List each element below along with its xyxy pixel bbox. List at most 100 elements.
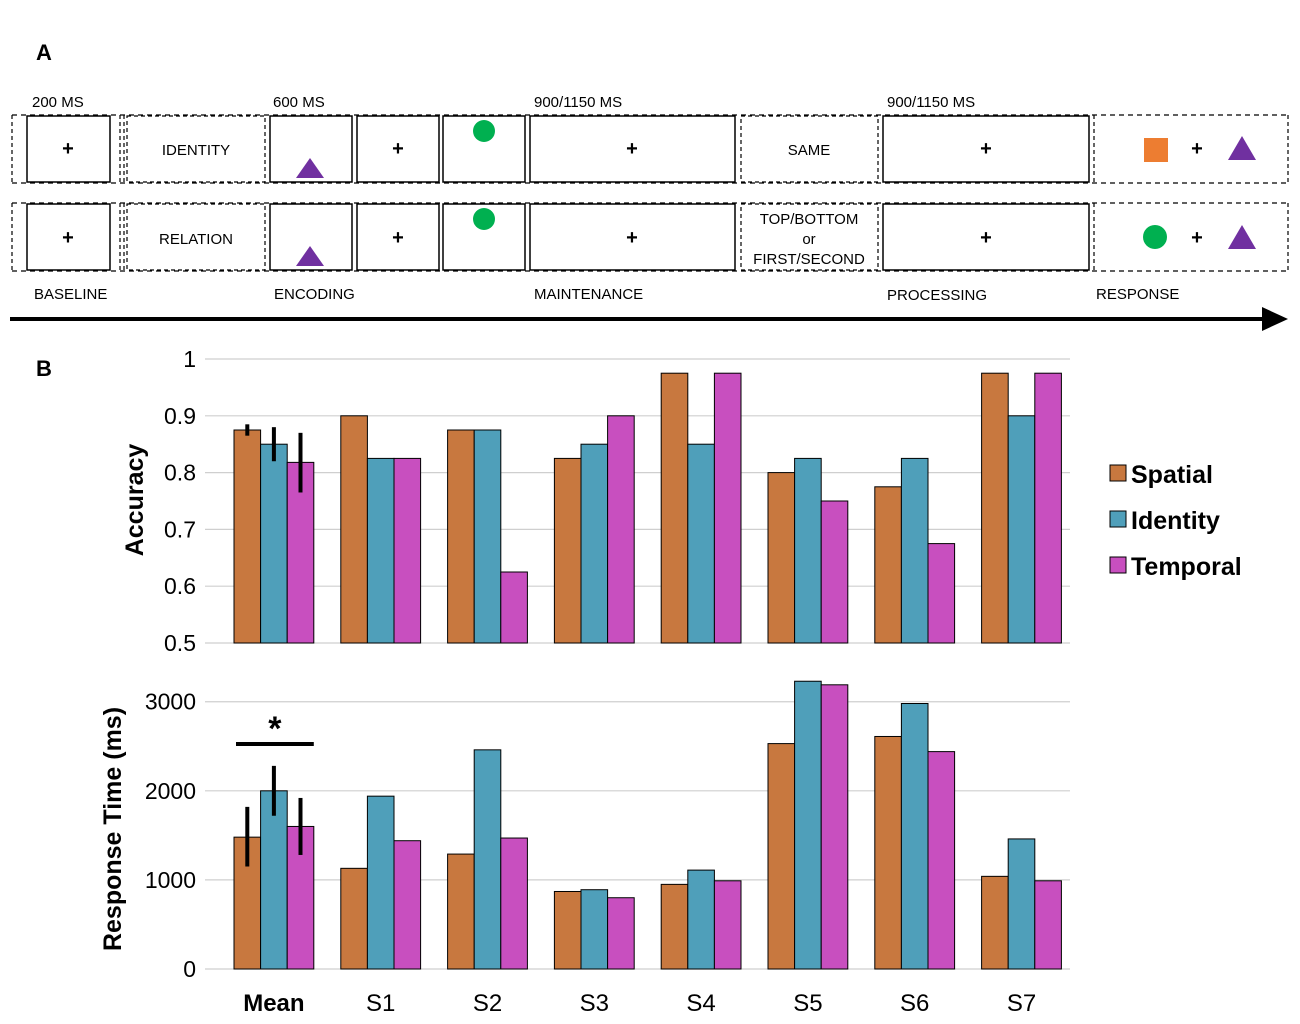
phase-label-encoding: ENCODING	[274, 286, 355, 303]
bar-identity-s2	[473, 749, 502, 970]
bar-identity-s3	[580, 443, 609, 644]
bar-spatial-s1	[340, 867, 368, 970]
legend-swatch-identity	[1109, 510, 1127, 528]
x-category-label: S3	[580, 990, 609, 1017]
trial-row-identity: + IDENTITY + + SAME + +	[26, 115, 1256, 183]
response-time-axis-title: Response Time (ms)	[99, 707, 127, 951]
cue-text-identity: IDENTITY	[162, 142, 230, 159]
fixation-cross: +	[1191, 227, 1203, 249]
fixation-cross: +	[392, 138, 404, 160]
maintenance-frame	[529, 203, 736, 271]
bar-spatial-s5	[767, 472, 796, 644]
bar-identity-s3	[580, 889, 609, 970]
bar-temporal-s1	[393, 840, 422, 970]
bar-spatial-s4	[660, 372, 689, 644]
bar-spatial-s1	[340, 415, 368, 644]
bar-spatial-s7	[981, 875, 1009, 970]
x-category-label: S6	[900, 990, 929, 1017]
x-category-label: S1	[366, 990, 395, 1017]
timing-label-processing: 900/1150 MS	[887, 94, 975, 111]
timing-label-encoding: 600 MS	[273, 94, 325, 111]
processing-frame	[882, 115, 1090, 183]
probe-text-same: SAME	[788, 142, 831, 159]
x-category-label: Mean	[243, 990, 304, 1017]
bar-temporal-s7	[1034, 372, 1062, 644]
fixation-cross: +	[1191, 138, 1203, 160]
bar-temporal-s6	[927, 751, 956, 970]
cue-text-relation: RELATION	[159, 231, 233, 248]
bar-identity-s1	[366, 795, 395, 970]
row-guides	[12, 114, 1288, 272]
circle-icon	[473, 208, 495, 230]
phase-label-baseline: BASELINE	[34, 286, 107, 303]
x-category-label: S2	[473, 990, 502, 1017]
legend-label-identity: Identity	[1131, 507, 1220, 535]
triangle-icon	[1228, 225, 1256, 249]
timing-label-baseline: 200 MS	[32, 94, 84, 111]
probe-frame	[740, 203, 879, 271]
bar-temporal-s5	[820, 684, 849, 970]
circle-icon	[473, 120, 495, 142]
response-time-chart: Response Time (ms) 0 1000 2000 3000 *	[99, 680, 1070, 982]
fixation-cross: +	[392, 227, 404, 249]
bar-temporal-s7	[1034, 880, 1062, 970]
bar-identity-mean	[260, 443, 288, 644]
bar-identity-s1	[366, 457, 395, 644]
bar-identity-s4	[687, 443, 715, 644]
probe-frame	[740, 115, 879, 183]
bar-temporal-s2	[500, 837, 528, 970]
fixation-cross: +	[626, 138, 638, 160]
encoding-frame-2	[442, 203, 526, 271]
encoding-frame-1	[269, 115, 353, 183]
panel-a-label: A	[36, 40, 52, 65]
phase-label-response: RESPONSE	[1096, 286, 1179, 303]
phase-label-maintenance: MAINTENANCE	[534, 286, 643, 303]
fixation-cross: +	[626, 227, 638, 249]
bar-identity-mean	[260, 790, 288, 970]
encoding-fixation-frame	[356, 203, 440, 271]
baseline-frame	[26, 203, 111, 271]
circle-icon	[1143, 225, 1167, 249]
significance-star: *	[268, 710, 282, 748]
cue-frame	[126, 203, 266, 271]
timing-label-maintenance: 900/1150 MS	[534, 94, 622, 111]
maintenance-frame	[529, 115, 736, 183]
y-tick-label: 0	[183, 956, 196, 982]
panel-b-label: B	[36, 356, 52, 381]
fixation-cross: +	[62, 227, 74, 249]
x-category-label: S5	[793, 990, 822, 1017]
bar-identity-s6	[900, 703, 929, 970]
y-tick-label: 0.9	[164, 403, 196, 429]
bar-identity-s7	[1007, 415, 1036, 644]
bar-identity-s2	[473, 429, 502, 644]
bar-temporal-s5	[820, 500, 849, 644]
legend-swatch-temporal	[1109, 556, 1127, 574]
arrow-icon	[10, 307, 1288, 331]
bar-spatial-s3	[553, 890, 582, 970]
y-tick-label: 1000	[145, 867, 196, 893]
bar-identity-s5	[794, 457, 822, 644]
probe-text-line-1: TOP/BOTTOM	[760, 211, 859, 228]
bar-temporal-s4	[713, 372, 742, 644]
processing-frame	[882, 203, 1090, 271]
baseline-frame	[26, 115, 111, 183]
legend-swatch-spatial	[1109, 464, 1127, 482]
phase-label-processing: PROCESSING	[887, 287, 987, 304]
bar-identity-s5	[794, 680, 822, 970]
encoding-frame-1	[269, 203, 353, 271]
bar-spatial-s6	[874, 735, 902, 970]
x-category-label: S7	[1007, 990, 1036, 1017]
bar-temporal-s4	[713, 880, 742, 970]
bar-spatial-s6	[874, 486, 902, 644]
cue-frame	[126, 115, 266, 183]
bar-spatial-s2	[447, 429, 475, 644]
legend: Spatial Identity Temporal	[1109, 461, 1242, 581]
bar-temporal-s2	[500, 571, 528, 644]
triangle-icon	[1228, 136, 1256, 160]
y-tick-label: 2000	[145, 778, 196, 804]
y-tick-label: 0.8	[164, 460, 196, 486]
bar-identity-s7	[1007, 838, 1036, 970]
triangle-icon	[296, 158, 324, 178]
fixation-cross: +	[980, 138, 992, 160]
bar-spatial-s3	[553, 457, 582, 644]
